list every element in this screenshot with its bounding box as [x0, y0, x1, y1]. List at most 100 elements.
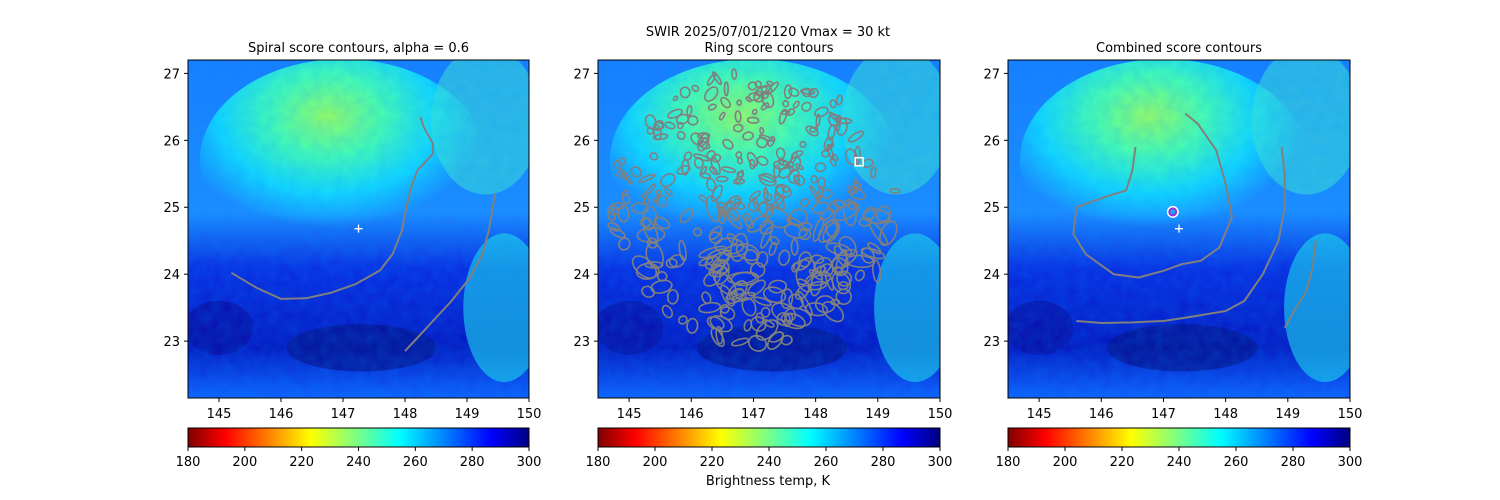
ring-contour	[726, 271, 757, 285]
ring-contour	[732, 178, 746, 185]
ring-contour	[759, 126, 765, 135]
ring-contour	[744, 216, 754, 229]
ring-contour	[622, 170, 633, 185]
axes-frame	[187, 59, 530, 399]
ring-contour	[862, 208, 891, 225]
ring-contour	[645, 242, 664, 270]
ring-contour	[746, 116, 760, 124]
x-tick-label: 150	[928, 407, 953, 422]
axes-frame	[597, 59, 941, 399]
colorbar: 180 200 220 240 260 280 300	[176, 427, 542, 470]
ring-contour	[800, 198, 810, 208]
ring-contour	[664, 121, 676, 130]
x-tick-label: 148	[803, 407, 828, 422]
colorbar-tick-label: 240	[1167, 455, 1192, 470]
y-tick-label: 25	[573, 201, 590, 216]
panel-2: Ring score contours 145 146 147 148 149 150 23 2…	[573, 41, 953, 422]
ring-contour	[747, 200, 759, 213]
ring-contour	[787, 168, 800, 184]
ring-contour	[808, 126, 819, 133]
ring-contour	[750, 316, 767, 332]
y-tick-label: 26	[983, 134, 1000, 149]
ring-contour	[667, 108, 683, 119]
colorbar-tick-label: 300	[517, 455, 542, 470]
ring-contour	[829, 158, 837, 167]
ring-contour	[756, 136, 768, 149]
ring-contour	[786, 160, 795, 169]
ring-contour	[810, 174, 819, 184]
figure-suptitle: SWIR 2025/07/01/2120 Vmax = 30 kt	[646, 25, 890, 40]
ring-contour	[692, 153, 711, 162]
y-tick-label: 27	[163, 67, 180, 82]
colorbar-tick-label: 180	[586, 455, 611, 470]
ring-contour	[715, 175, 729, 183]
ring-contour	[835, 288, 852, 306]
y-tick-label: 26	[573, 134, 590, 149]
ring-contour	[676, 165, 691, 175]
ring-contour	[710, 258, 725, 274]
ring-contour	[807, 280, 828, 291]
ring-contour	[665, 257, 678, 269]
x-tick-label: 145	[207, 407, 232, 422]
ring-contour	[753, 296, 772, 307]
brightness-temp-image	[188, 60, 529, 398]
ring-contour	[821, 301, 845, 323]
colorbar-tick-label: 240	[346, 455, 371, 470]
ring-contour	[714, 237, 745, 255]
ring-contour	[768, 241, 778, 257]
ring-contour	[706, 73, 716, 86]
ring-contour	[790, 151, 798, 164]
ring-contour	[832, 153, 839, 162]
ring-contour	[775, 183, 792, 198]
ring-contour	[792, 100, 800, 109]
panel-1: Spiral score contours, alpha = 0.6 145 146…	[163, 41, 541, 422]
ring-contour	[801, 101, 812, 112]
combined-center-circle-marker	[1168, 207, 1178, 217]
ring-contour	[672, 95, 679, 102]
x-tick-label: 146	[679, 407, 704, 422]
ring-contour	[754, 80, 763, 88]
colorbar-tick-label: 260	[403, 455, 428, 470]
ring-contour	[722, 138, 734, 150]
ring-contour	[616, 169, 625, 178]
ring-contour	[775, 147, 786, 160]
ring-contour	[872, 259, 882, 284]
ring-contour	[742, 131, 754, 141]
ring-contour	[726, 195, 742, 211]
score-contour-3	[1283, 240, 1317, 329]
ring-contour	[784, 307, 812, 328]
ring-contour	[677, 121, 684, 130]
ring-contour	[789, 208, 808, 227]
ring-contour	[721, 166, 737, 174]
ring-contour	[653, 119, 664, 132]
ring-contour	[641, 285, 655, 298]
ring-contour	[676, 130, 686, 140]
ring-contour	[833, 245, 850, 268]
ring-contour	[710, 156, 721, 176]
ring-contour	[691, 84, 700, 92]
x-tick-label: 145	[617, 407, 642, 422]
ring-contour	[758, 202, 774, 218]
ring-contour	[708, 226, 723, 240]
ring-contour	[747, 279, 766, 297]
ring-contour	[753, 90, 765, 103]
y-tick-label: 25	[163, 201, 180, 216]
ring-contour	[710, 184, 723, 203]
ring-contour	[704, 86, 719, 102]
colorbar-gradient	[597, 427, 941, 448]
x-tick-label: 146	[269, 407, 294, 422]
y-tick-label: 25	[983, 201, 1000, 216]
ring-contour	[608, 204, 619, 216]
ring-contour	[609, 227, 626, 239]
ring-contour	[696, 133, 710, 152]
ring-contour	[734, 110, 742, 123]
colorbar-label: Brightness temp, K	[706, 474, 831, 489]
y-tick-label: 23	[573, 335, 590, 350]
ring-contour	[748, 334, 767, 352]
ring-contour	[748, 190, 761, 201]
ring-contour	[652, 133, 669, 141]
ring-contour	[760, 306, 771, 318]
score-contour-2	[1076, 146, 1286, 324]
ring-contour	[710, 327, 725, 348]
ring-contour	[668, 254, 686, 268]
